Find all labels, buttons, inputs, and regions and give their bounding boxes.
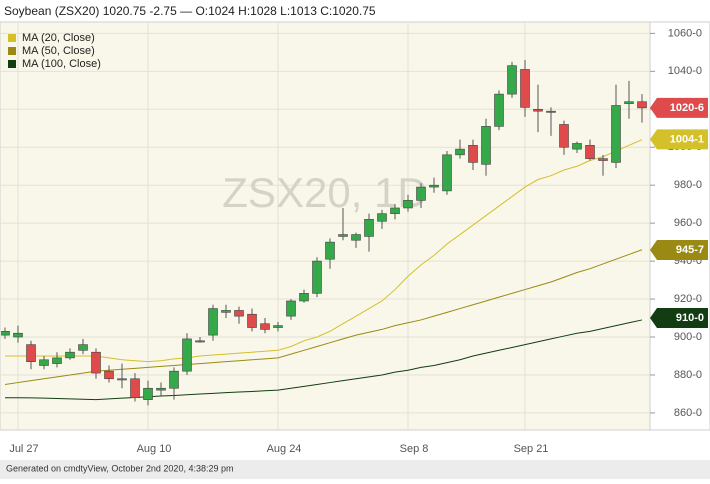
footer-bar xyxy=(0,460,710,479)
candle-body xyxy=(364,219,374,237)
y-tick-label: 1060-0 xyxy=(668,27,702,39)
price-badge-label: 910-0 xyxy=(676,312,704,324)
y-tick-label: 900-0 xyxy=(674,331,702,343)
candle-body xyxy=(520,69,530,108)
candle-body xyxy=(416,186,426,201)
candle-body xyxy=(273,325,283,328)
candle-body xyxy=(572,143,582,150)
price-badge xyxy=(650,239,708,260)
candle-body xyxy=(156,387,166,391)
x-tick-label: Aug 24 xyxy=(267,443,302,455)
candle-body xyxy=(286,300,296,317)
candle-body xyxy=(65,351,75,359)
x-tick-label: Aug 10 xyxy=(137,443,172,455)
candle-body xyxy=(585,145,595,159)
plot-area xyxy=(0,21,651,431)
candle-body xyxy=(533,108,543,112)
candle-body xyxy=(377,213,387,222)
candle-body xyxy=(260,323,270,330)
plot xyxy=(1,59,647,406)
price-badge xyxy=(650,97,708,118)
y-tick-label: 880-0 xyxy=(674,369,702,381)
candle-body xyxy=(52,357,62,364)
candle-body xyxy=(455,148,465,156)
y-tick-label: 920-0 xyxy=(674,293,702,305)
candle-body xyxy=(390,207,400,214)
moving-average-line xyxy=(5,319,643,401)
candle-body xyxy=(481,126,491,165)
candle-body xyxy=(637,101,647,109)
candle-body xyxy=(312,260,322,294)
candle-body xyxy=(611,105,621,163)
candle-body xyxy=(91,351,101,374)
x-tick-label: Jul 27 xyxy=(9,443,38,455)
candle-body xyxy=(234,310,244,317)
legend-swatch xyxy=(8,47,16,55)
candle-body xyxy=(104,370,114,380)
y-tick-label: 980-0 xyxy=(674,179,702,191)
candle-body xyxy=(468,145,478,163)
candle-body xyxy=(130,378,140,399)
candle-body xyxy=(299,293,309,302)
legend-swatch xyxy=(8,34,16,42)
y-tick-label: 1040-0 xyxy=(668,65,702,77)
price-badge xyxy=(650,129,708,150)
candle-body xyxy=(442,154,452,192)
candle-body xyxy=(403,200,413,209)
candle-body xyxy=(78,344,88,351)
price-axis xyxy=(649,21,710,431)
footer: Generated on cmdtyView, October 2nd 2020… xyxy=(6,463,233,473)
candle-body xyxy=(624,101,634,104)
legend-label: MA (50, Close) xyxy=(22,45,95,57)
candle-body xyxy=(182,338,192,372)
grid xyxy=(0,22,650,430)
candle-body xyxy=(26,344,36,362)
candle-body xyxy=(117,378,127,381)
legend-swatch xyxy=(8,60,16,68)
x-tick-label: Sep 21 xyxy=(514,443,549,455)
candle-body xyxy=(429,184,439,188)
legend-label: MA (100, Close) xyxy=(22,58,101,70)
moving-average-line xyxy=(5,139,643,363)
price-badge xyxy=(650,308,708,329)
candle-body xyxy=(39,359,49,366)
candle-body xyxy=(13,332,23,338)
moving-average-line xyxy=(4,249,643,385)
candle-body xyxy=(559,124,569,148)
candle-body xyxy=(247,313,257,328)
legend-label: MA (20, Close) xyxy=(22,32,95,44)
candle-body xyxy=(325,241,335,260)
price-badge-label: 1020-6 xyxy=(670,102,704,114)
y-tick-label: 860-0 xyxy=(674,407,702,419)
candle-body xyxy=(1,331,10,336)
candle-body xyxy=(221,310,231,313)
candle-body xyxy=(494,93,504,127)
candle-body xyxy=(208,308,218,336)
price-badge-label: 1004-1 xyxy=(670,133,704,145)
y-tick-label: 960-0 xyxy=(674,217,702,229)
legend: MA (20, Close)MA (50, Close)MA (100, Clo… xyxy=(8,32,101,70)
price-badge-label: 945-7 xyxy=(676,244,704,256)
candle-body xyxy=(338,234,348,237)
candle-body xyxy=(507,65,517,95)
x-tick-label: Sep 8 xyxy=(400,443,429,455)
candle-body xyxy=(351,234,361,241)
candle-body xyxy=(143,387,153,400)
candle-body xyxy=(169,370,179,389)
chart-title: Soybean (ZSX20) 1020.75 -2.75 — O:1024 H… xyxy=(4,4,376,18)
axis: 860-0880-0900-0920-0940-0960-0980-01000-… xyxy=(9,27,708,455)
candle-body xyxy=(598,158,608,161)
candle-body xyxy=(195,340,205,343)
candle-body xyxy=(546,110,556,113)
